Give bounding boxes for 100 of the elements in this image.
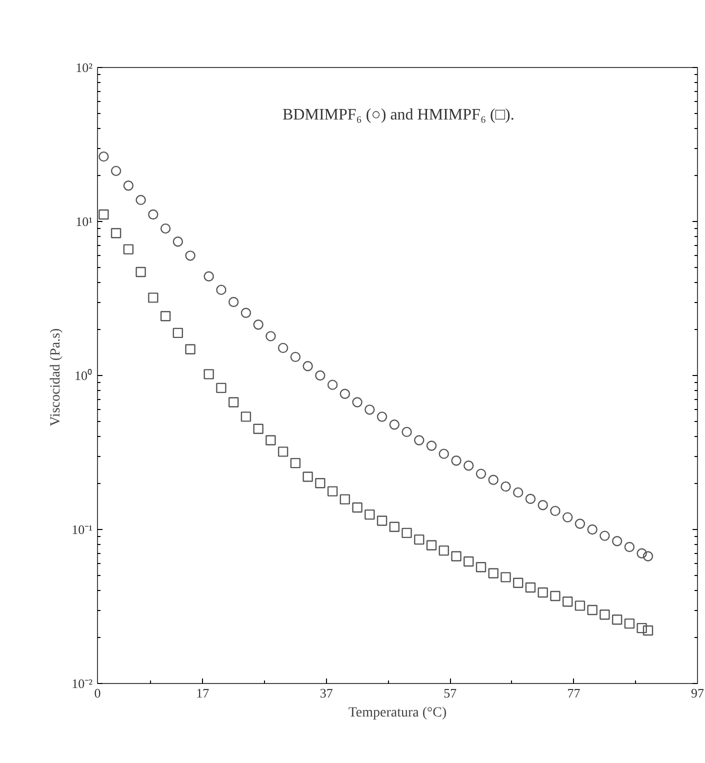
point bbox=[352, 397, 362, 408]
point bbox=[228, 296, 239, 308]
point bbox=[612, 614, 622, 625]
point bbox=[636, 548, 647, 558]
point bbox=[538, 500, 548, 510]
point bbox=[136, 194, 146, 206]
point bbox=[488, 568, 498, 578]
point bbox=[414, 534, 424, 545]
x-tick-label: 0 bbox=[94, 686, 101, 700]
point bbox=[500, 572, 511, 582]
point bbox=[290, 458, 301, 468]
point bbox=[488, 474, 498, 485]
point bbox=[98, 151, 109, 162]
point bbox=[624, 542, 635, 552]
point bbox=[315, 370, 326, 381]
point bbox=[327, 380, 338, 390]
point bbox=[204, 271, 214, 282]
point bbox=[574, 600, 586, 611]
point bbox=[389, 420, 400, 430]
point bbox=[266, 331, 276, 342]
point bbox=[340, 494, 350, 504]
y-tick-label: 10⁻¹ bbox=[72, 522, 93, 537]
point bbox=[550, 590, 560, 602]
point bbox=[426, 440, 437, 451]
point bbox=[587, 524, 598, 535]
x-tick-label: 97 bbox=[691, 686, 704, 700]
point bbox=[123, 244, 134, 254]
point bbox=[216, 382, 226, 394]
point bbox=[266, 435, 276, 446]
point bbox=[278, 342, 288, 354]
point bbox=[136, 266, 146, 278]
point bbox=[160, 223, 171, 234]
x-axis-title: Temperatura (°C) bbox=[348, 706, 447, 720]
point bbox=[612, 536, 622, 546]
point bbox=[290, 352, 301, 362]
point bbox=[451, 551, 462, 562]
point bbox=[550, 506, 560, 516]
y-tick-label: 10¹ bbox=[76, 214, 93, 229]
point bbox=[240, 308, 252, 318]
point bbox=[315, 478, 326, 488]
point bbox=[562, 596, 573, 607]
point bbox=[352, 502, 362, 513]
point bbox=[110, 228, 122, 238]
point bbox=[636, 622, 647, 634]
annotation: BDMIMPF₆ (○) and HMIMPF₆ (□). bbox=[282, 106, 514, 124]
point bbox=[525, 494, 536, 504]
point bbox=[464, 460, 474, 471]
point bbox=[123, 180, 134, 191]
point bbox=[476, 562, 486, 572]
point bbox=[600, 530, 610, 541]
point bbox=[160, 311, 171, 322]
point bbox=[538, 587, 548, 598]
point bbox=[389, 522, 400, 532]
point bbox=[253, 424, 264, 434]
point bbox=[587, 604, 598, 616]
y-axis-title: Viscocidad (Pa.s) bbox=[48, 328, 64, 426]
point bbox=[148, 292, 158, 303]
point bbox=[464, 556, 474, 567]
point bbox=[302, 361, 313, 372]
point bbox=[426, 540, 437, 550]
point bbox=[624, 618, 635, 629]
point bbox=[513, 578, 524, 588]
point bbox=[240, 412, 252, 422]
point bbox=[574, 518, 586, 529]
point bbox=[525, 582, 536, 593]
x-tick-label: 37 bbox=[320, 686, 334, 700]
point bbox=[642, 625, 654, 636]
point bbox=[642, 551, 654, 562]
point bbox=[438, 448, 449, 459]
point bbox=[414, 435, 424, 446]
point bbox=[98, 209, 109, 220]
point bbox=[340, 388, 350, 399]
point bbox=[562, 512, 573, 522]
point bbox=[376, 412, 388, 422]
point bbox=[302, 472, 313, 482]
point bbox=[402, 528, 412, 538]
y-tick-label: 10² bbox=[76, 60, 93, 75]
point bbox=[172, 328, 184, 338]
point bbox=[185, 344, 196, 354]
point bbox=[172, 236, 184, 247]
point bbox=[253, 320, 264, 330]
point bbox=[216, 284, 226, 295]
point bbox=[110, 166, 122, 176]
y-tick-label: 10⁰ bbox=[74, 368, 92, 383]
point bbox=[500, 481, 511, 492]
point bbox=[364, 404, 375, 415]
x-tick-label: 17 bbox=[196, 686, 210, 700]
point bbox=[513, 487, 524, 498]
point bbox=[476, 468, 486, 479]
point bbox=[228, 397, 239, 408]
point bbox=[438, 545, 449, 556]
point bbox=[148, 209, 158, 220]
point bbox=[327, 486, 338, 496]
point bbox=[278, 446, 288, 457]
x-tick-label: 57 bbox=[444, 686, 458, 700]
y-tick-label: 10⁻² bbox=[72, 676, 93, 691]
x-tick-label: 77 bbox=[567, 686, 581, 700]
point bbox=[451, 456, 462, 466]
point bbox=[185, 250, 196, 261]
point bbox=[204, 369, 214, 380]
